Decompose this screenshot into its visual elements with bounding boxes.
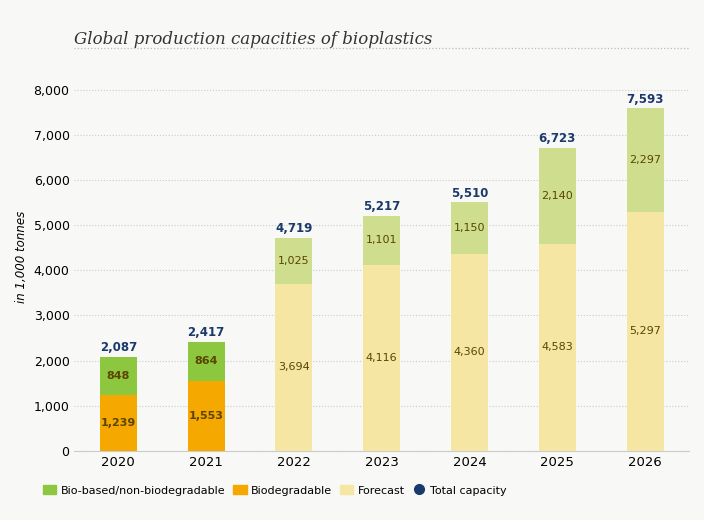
Bar (188, 381, 225, 451)
Text: 2,087: 2,087 (100, 341, 137, 354)
Text: 4,583: 4,583 (541, 343, 573, 353)
Legend: Bio-based/non-biodegradable, Biodegradable, Forecast, Total capacity: Bio-based/non-biodegradable, Biodegradab… (43, 485, 507, 496)
Text: 1,553: 1,553 (189, 411, 224, 421)
Bar (451, 254, 488, 451)
Bar (363, 216, 400, 265)
Text: 2,140: 2,140 (541, 191, 573, 201)
Text: 864: 864 (194, 356, 218, 366)
Y-axis label: in 1,000 tonnes: in 1,000 tonnes (15, 211, 28, 303)
Bar (627, 212, 664, 451)
Text: 6,723: 6,723 (539, 132, 576, 145)
Text: 4,719: 4,719 (275, 222, 313, 235)
Text: 1,239: 1,239 (101, 418, 136, 428)
Text: 1,150: 1,150 (454, 223, 485, 233)
Text: 2,297: 2,297 (629, 155, 661, 165)
Text: 5,297: 5,297 (629, 327, 661, 336)
Bar (188, 342, 225, 381)
Bar (100, 395, 137, 451)
Bar (275, 284, 313, 451)
Text: 7,593: 7,593 (627, 93, 664, 106)
Text: 848: 848 (106, 371, 130, 381)
Bar (539, 244, 576, 451)
Text: 4,360: 4,360 (453, 347, 485, 357)
Bar (100, 357, 137, 395)
Text: 1,025: 1,025 (278, 256, 310, 266)
Text: 3,694: 3,694 (278, 362, 310, 372)
Text: 2,417: 2,417 (187, 326, 225, 339)
Text: 5,510: 5,510 (451, 187, 488, 200)
Text: Global production capacities of bioplastics: Global production capacities of bioplast… (75, 31, 433, 48)
Bar (363, 265, 400, 451)
Bar (627, 108, 664, 212)
Bar (451, 202, 488, 254)
Bar (275, 238, 313, 284)
Text: 5,217: 5,217 (363, 200, 401, 213)
Bar (539, 148, 576, 244)
Text: 4,116: 4,116 (366, 353, 398, 363)
Text: 1,101: 1,101 (366, 236, 398, 245)
